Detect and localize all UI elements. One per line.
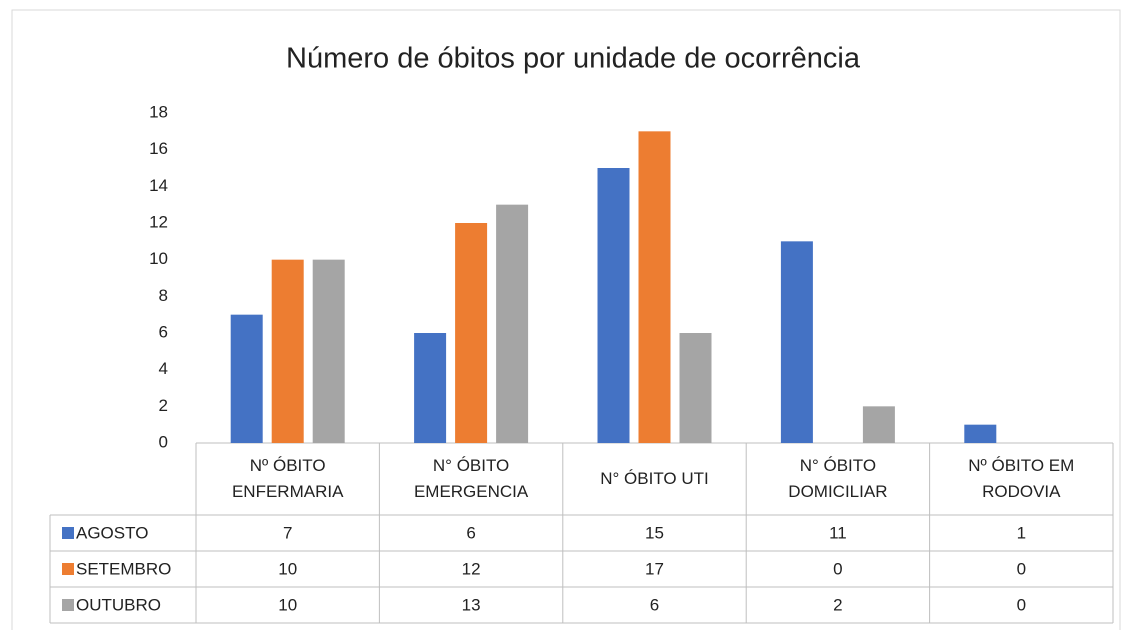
bar bbox=[862, 406, 895, 443]
bar bbox=[679, 333, 712, 443]
table-value: 13 bbox=[462, 595, 481, 614]
table-value: 2 bbox=[833, 595, 842, 614]
x-tick-label: N° ÓBITO DOMICILIAR bbox=[788, 456, 888, 501]
x-tick-label: Nº ÓBITO EM RODOVIA bbox=[968, 456, 1075, 501]
y-tick-label: 12 bbox=[149, 212, 168, 231]
y-tick-label: 18 bbox=[149, 102, 168, 121]
y-tick-label: 10 bbox=[149, 249, 168, 268]
legend-label: SETEMBRO bbox=[76, 559, 171, 578]
y-tick-label: 14 bbox=[149, 176, 168, 195]
legend-label: AGOSTO bbox=[76, 523, 148, 542]
table-value: 10 bbox=[278, 595, 297, 614]
table-value: 15 bbox=[645, 523, 664, 542]
table-value: 17 bbox=[645, 559, 664, 578]
bar bbox=[312, 259, 345, 443]
x-tick-label: Nº ÓBITO ENFERMARIA bbox=[231, 456, 344, 501]
table-value: 10 bbox=[278, 559, 297, 578]
bar bbox=[414, 333, 447, 443]
table-value: 0 bbox=[833, 559, 842, 578]
y-tick-label: 6 bbox=[159, 322, 168, 341]
table-value: 12 bbox=[462, 559, 481, 578]
y-tick-label: 0 bbox=[159, 432, 168, 451]
x-tick-label-box: Nº ÓBITO ENFERMARIA bbox=[231, 456, 344, 501]
bar bbox=[496, 204, 529, 443]
table-value: 11 bbox=[829, 523, 847, 542]
bar bbox=[271, 259, 304, 443]
y-tick-label: 4 bbox=[159, 359, 168, 378]
bar bbox=[455, 223, 488, 443]
legend-swatch bbox=[62, 563, 74, 575]
table-value: 6 bbox=[650, 595, 659, 614]
bar bbox=[230, 314, 263, 443]
x-tick-label: N° ÓBITO UTI bbox=[600, 469, 709, 488]
y-tick-label: 2 bbox=[159, 396, 168, 415]
x-tick-label-box: N° ÓBITO DOMICILIAR bbox=[788, 456, 888, 501]
x-tick-label-box: N° ÓBITO EMERGENCIA bbox=[413, 456, 529, 501]
chart-title: Número de óbitos por unidade de ocorrênc… bbox=[286, 43, 861, 75]
legend-swatch bbox=[62, 527, 74, 539]
legend-swatch bbox=[62, 599, 74, 611]
table-value: 1 bbox=[1017, 523, 1026, 542]
table-value: 6 bbox=[466, 523, 475, 542]
y-tick-label: 16 bbox=[149, 139, 168, 158]
bar bbox=[597, 168, 630, 443]
table-value: 0 bbox=[1017, 559, 1026, 578]
y-tick-label: 8 bbox=[159, 286, 168, 305]
bar bbox=[638, 131, 671, 444]
table-value: 7 bbox=[283, 523, 292, 542]
x-tick-label-box: N° ÓBITO UTI bbox=[600, 469, 709, 488]
x-tick-label-box: Nº ÓBITO EM RODOVIA bbox=[968, 456, 1075, 501]
chart-frame bbox=[11, 9, 1121, 630]
table-value: 0 bbox=[1017, 595, 1026, 614]
legend-label: OUTUBRO bbox=[76, 595, 161, 614]
x-tick-label: N° ÓBITO EMERGENCIA bbox=[413, 456, 529, 501]
bar bbox=[964, 424, 997, 443]
bar bbox=[780, 241, 813, 443]
